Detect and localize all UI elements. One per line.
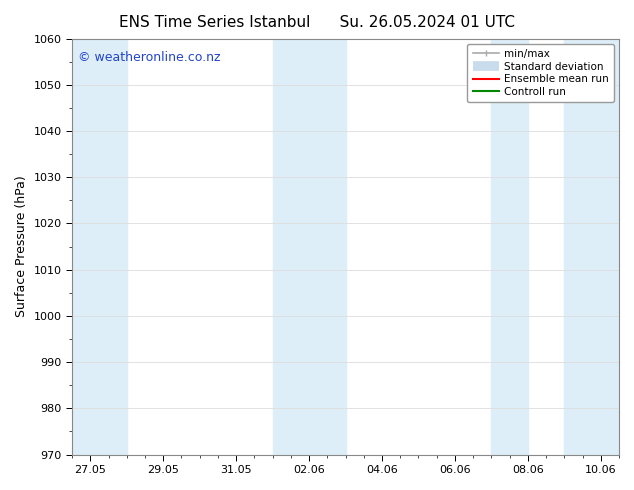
Bar [491,39,528,455]
Text: ENS Time Series Istanbul      Su. 26.05.2024 01 UTC: ENS Time Series Istanbul Su. 26.05.2024 … [119,15,515,30]
Bar [564,39,619,455]
Bar [72,39,127,455]
Y-axis label: Surface Pressure (hPa): Surface Pressure (hPa) [15,176,28,318]
Legend: min/max, Standard deviation, Ensemble mean run, Controll run: min/max, Standard deviation, Ensemble me… [467,44,614,102]
Bar [273,39,346,455]
Text: © weatheronline.co.nz: © weatheronline.co.nz [77,51,220,64]
